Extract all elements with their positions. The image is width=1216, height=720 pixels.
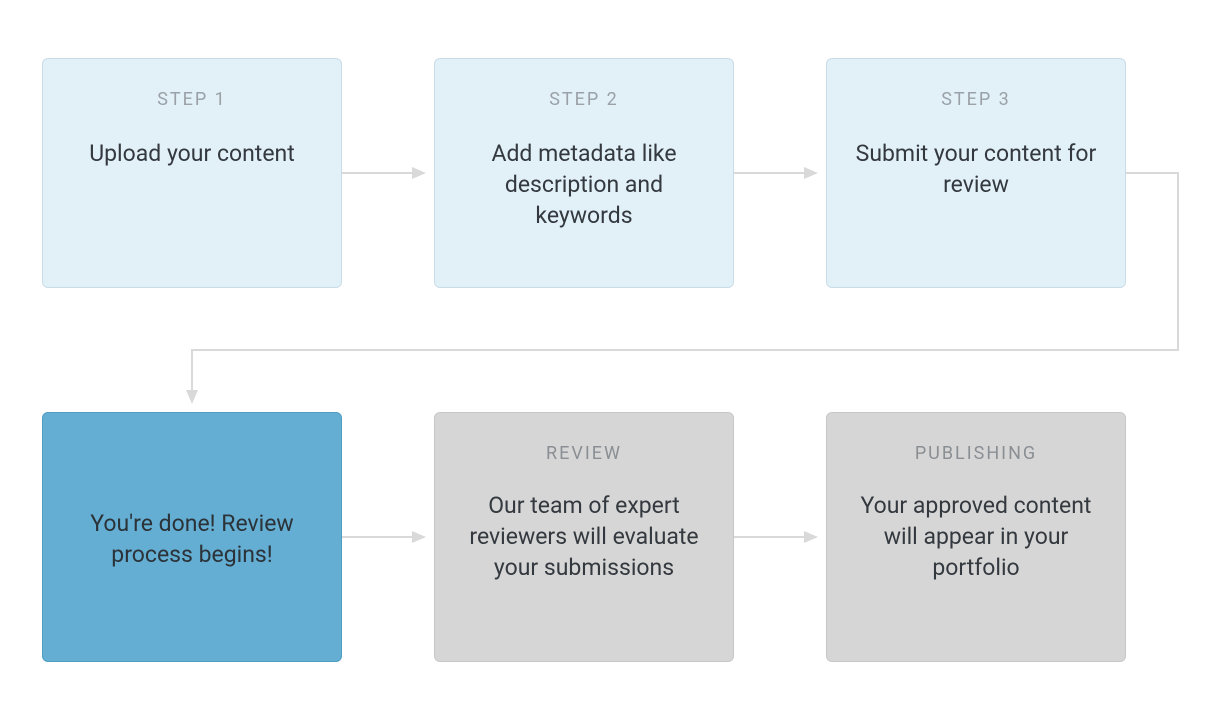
step-2-label: STEP 2 <box>549 89 619 110</box>
review-box: REVIEW Our team of expert reviewers will… <box>434 412 734 662</box>
step-3-label: STEP 3 <box>941 89 1011 110</box>
review-desc: Our team of expert reviewers will evalua… <box>463 490 705 583</box>
step-1-box: STEP 1 Upload your content <box>42 58 342 288</box>
publishing-box: PUBLISHING Your approved content will ap… <box>826 412 1126 662</box>
step-3-box: STEP 3 Submit your content for review <box>826 58 1126 288</box>
step-2-desc: Add metadata like description and keywor… <box>463 138 705 231</box>
publishing-label: PUBLISHING <box>915 443 1037 464</box>
step-3-desc: Submit your content for review <box>855 138 1097 200</box>
step-1-desc: Upload your content <box>89 138 295 169</box>
step-1-label: STEP 1 <box>157 89 227 110</box>
review-label: REVIEW <box>546 443 622 464</box>
publishing-desc: Your approved content will appear in you… <box>855 490 1097 583</box>
done-desc: You're done! Review process begins! <box>71 508 313 570</box>
step-2-box: STEP 2 Add metadata like description and… <box>434 58 734 288</box>
done-box: You're done! Review process begins! <box>42 412 342 662</box>
